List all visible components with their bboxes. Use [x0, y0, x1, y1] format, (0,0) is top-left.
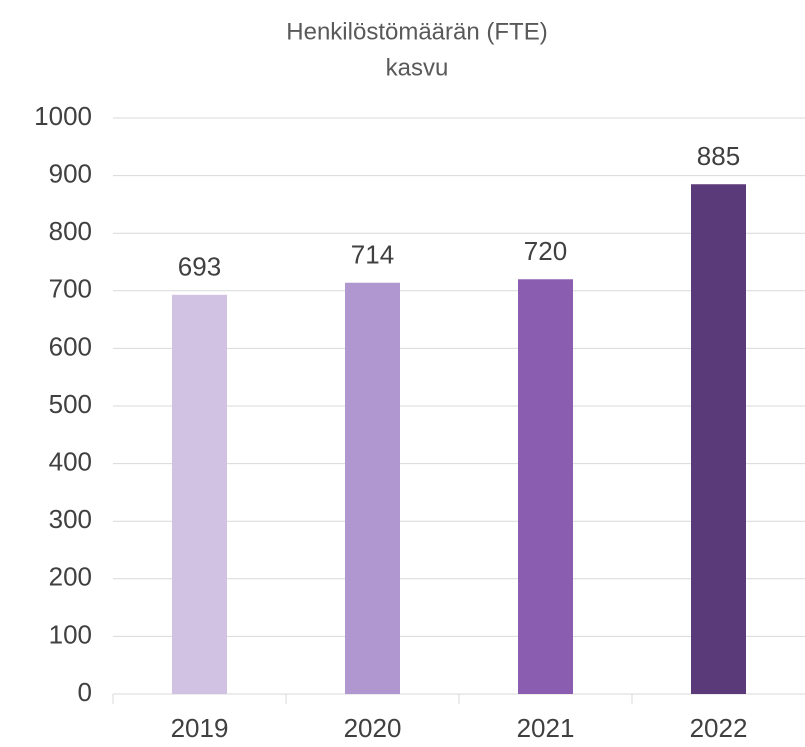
chart-title: kasvu [386, 54, 449, 81]
x-tick-label: 2021 [517, 713, 575, 743]
bar [345, 282, 400, 694]
y-tick-label: 100 [49, 619, 92, 649]
y-tick-label: 200 [49, 562, 92, 592]
bar [691, 184, 746, 695]
y-tick-label: 400 [49, 446, 92, 476]
data-label: 714 [351, 240, 394, 270]
y-tick-label: 600 [49, 331, 92, 361]
y-tick-label: 1000 [34, 101, 92, 131]
y-tick-label: 0 [78, 677, 92, 707]
chart-title: Henkilöstömäärän (FTE) [286, 18, 547, 45]
data-label: 693 [178, 252, 221, 282]
data-label: 720 [524, 236, 567, 266]
y-tick-label: 500 [49, 389, 92, 419]
y-tick-label: 700 [49, 274, 92, 304]
data-label: 885 [697, 141, 740, 171]
x-tick-label: 2022 [690, 713, 748, 743]
y-tick-label: 900 [49, 158, 92, 188]
x-tick-label: 2019 [171, 713, 229, 743]
x-tick-label: 2020 [344, 713, 402, 743]
bar [172, 294, 227, 694]
bar [518, 279, 573, 694]
y-tick-label: 800 [49, 216, 92, 246]
y-tick-label: 300 [49, 504, 92, 534]
